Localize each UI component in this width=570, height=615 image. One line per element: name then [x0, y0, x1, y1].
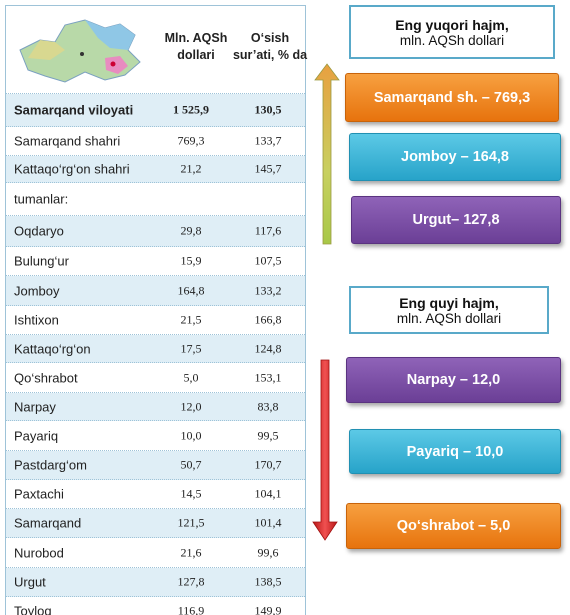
row-label: Toyloq: [14, 603, 52, 615]
cell-value: 124,8: [254, 341, 282, 355]
cell-value: 130,5: [254, 102, 282, 117]
cell-value: 99,6: [257, 545, 279, 559]
table-row: Samarqand 121,5 101,4: [6, 509, 305, 538]
box-subtitle: mln. AQSh dollari: [396, 310, 502, 326]
row-label: Kattaqo‘rg‘on shahri: [14, 161, 130, 177]
table: Mln. AQSh dollari O‘sish sur’ati, % da S…: [5, 5, 307, 615]
highlight-box: Narpay – 12,0: [346, 357, 561, 403]
cell-value: 99,5: [257, 428, 279, 442]
table-row: tumanlar:: [6, 183, 305, 216]
row-label: Narpay: [14, 399, 56, 414]
row-label: Qo‘shrabot: [14, 370, 78, 385]
highlight-box: Jomboy – 164,8: [349, 133, 561, 181]
cell-value: 149,9: [254, 603, 282, 615]
table-row: Pastdarg‘om 50,7 170,7: [6, 451, 305, 480]
highlight-box: Payariq – 10,0: [349, 429, 561, 474]
highlight-box: Urgut– 127,8: [351, 196, 561, 244]
table-row: Qo‘shrabot 5,0 153,1: [6, 363, 305, 393]
row-label: Payariq: [14, 428, 59, 443]
cell-value: 117,6: [254, 223, 282, 238]
arrow-down: [312, 359, 338, 541]
column-header: O‘sish sur’ati, % da: [232, 31, 308, 62]
highlight-box: Qo‘shrabot – 5,0: [346, 503, 561, 549]
row-label: Samarqand shahri: [14, 133, 121, 149]
cell-value: 127,8: [177, 574, 205, 589]
box-subtitle: mln. AQSh dollari: [399, 32, 505, 48]
table-row: Payariq 10,0 99,5: [6, 421, 305, 451]
box-title: Eng quyi hajm,: [399, 294, 499, 311]
cell-value: 107,5: [254, 253, 282, 268]
row-label: Nurobod: [14, 545, 64, 560]
row-label: Samarqand viloyati: [14, 102, 134, 118]
column-header: Mln. AQSh dollari: [164, 31, 228, 62]
region-map: [19, 19, 141, 83]
cell-value: 170,7: [254, 457, 282, 472]
table-row: Bulung‘ur 15,9 107,5: [6, 247, 305, 276]
cell-value: 116,9: [177, 603, 205, 615]
table-header: Mln. AQSh dollari O‘sish sur’ati, % da: [6, 6, 307, 94]
row-label: Samarqand: [14, 515, 82, 531]
table-row: Toyloq 116,9 149,9: [6, 597, 305, 615]
cell-value: 133,2: [254, 283, 282, 297]
cell-value: 29,8: [180, 223, 202, 238]
row-label: Jomboy: [14, 283, 60, 298]
table-row: Samarqand shahri 769,3 133,7: [6, 127, 305, 156]
row-label: Kattaqo‘rg‘on: [14, 341, 91, 356]
cell-value: 153,1: [254, 370, 282, 384]
table-row: Urgut 127,8 138,5: [6, 568, 305, 597]
highlight-box: Samarqand sh. – 769,3: [345, 73, 559, 122]
title-box: Eng yuqori hajm, mln. AQSh dollari: [349, 5, 555, 59]
table-row: Nurobod 21,6 99,6: [6, 538, 305, 568]
cell-value: 5,0: [183, 370, 199, 384]
cell-value: 133,7: [254, 133, 282, 148]
cell-value: 166,8: [254, 312, 282, 327]
table-row: Jomboy 164,8 133,2: [6, 276, 305, 306]
table-row: Ishtixon 21,5 166,8: [6, 306, 305, 335]
cell-value: 21,2: [180, 161, 202, 176]
table-row: Kattaqo‘rg‘on shahri 21,2 145,7: [6, 156, 305, 183]
cell-value: 164,8: [177, 283, 205, 297]
box-title: Eng yuqori hajm,: [395, 16, 509, 33]
cell-value: 104,1: [254, 486, 282, 501]
arrow-up: [314, 63, 340, 245]
row-label: Pastdarg‘om: [14, 457, 87, 473]
cell-value: 12,0: [180, 399, 202, 413]
cell-value: 17,5: [180, 341, 202, 355]
cell-value: 1 525,9: [173, 102, 209, 117]
table-row: Samarqand viloyati 1 525,9 130,5: [6, 94, 305, 127]
title-box: Eng quyi hajm, mln. AQSh dollari: [349, 286, 549, 334]
row-label: Ishtixon: [14, 312, 59, 328]
cell-value: 769,3: [177, 133, 205, 148]
cell-value: 21,5: [180, 312, 202, 327]
cell-value: 15,9: [180, 253, 202, 268]
table-row: Paxtachi 14,5 104,1: [6, 480, 305, 509]
cell-value: 83,8: [257, 399, 279, 413]
cell-value: 10,0: [180, 428, 202, 442]
table-row: Narpay 12,0 83,8: [6, 393, 305, 421]
cell-value: 121,5: [177, 515, 205, 530]
row-label: Oqdaryo: [14, 223, 64, 239]
table-body: Samarqand viloyati 1 525,9 130,5 Samarqand …: [6, 94, 305, 615]
cell-value: 145,7: [254, 161, 282, 176]
cell-value: 101,4: [254, 515, 282, 530]
cell-value: 21,6: [180, 545, 202, 559]
cell-value: 50,7: [180, 457, 202, 472]
row-label: Urgut: [14, 574, 46, 590]
row-label: Paxtachi: [14, 486, 64, 502]
cell-value: 14,5: [180, 486, 202, 501]
row-label: Bulung‘ur: [14, 253, 69, 269]
table-row: Kattaqo‘rg‘on 17,5 124,8: [6, 335, 305, 363]
table-row: Oqdaryo 29,8 117,6: [6, 216, 305, 247]
cell-value: 138,5: [254, 574, 282, 589]
row-label: tumanlar:: [14, 191, 69, 207]
